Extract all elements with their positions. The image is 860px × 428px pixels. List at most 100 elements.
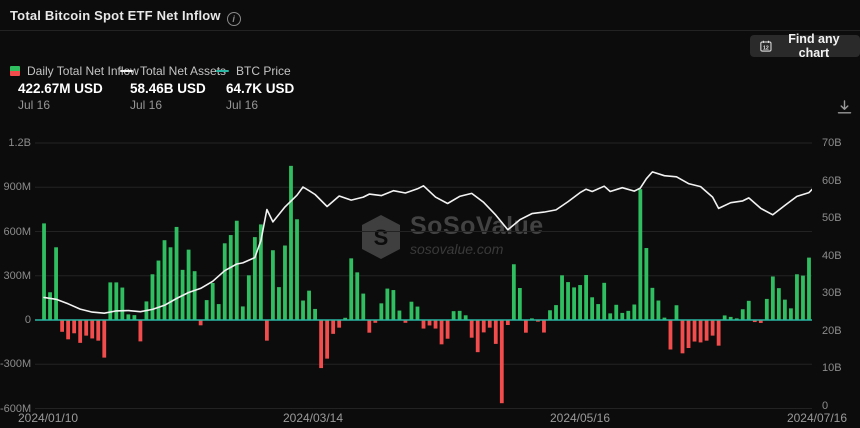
inflow-bar[interactable] bbox=[752, 320, 757, 323]
inflow-bar[interactable] bbox=[692, 320, 697, 342]
inflow-bar[interactable] bbox=[698, 320, 703, 343]
inflow-bar[interactable] bbox=[222, 243, 227, 320]
legend-item-daily-net-inflow[interactable]: Daily Total Net Inflow bbox=[10, 64, 139, 78]
inflow-bar[interactable] bbox=[379, 303, 384, 320]
inflow-bar[interactable] bbox=[90, 320, 95, 339]
inflow-bar[interactable] bbox=[66, 320, 71, 340]
inflow-bar[interactable] bbox=[252, 237, 257, 320]
inflow-bar[interactable] bbox=[228, 235, 233, 320]
inflow-bar[interactable] bbox=[427, 320, 432, 326]
inflow-bar[interactable] bbox=[493, 320, 498, 344]
inflow-bar[interactable] bbox=[433, 320, 438, 329]
inflow-bar[interactable] bbox=[680, 320, 685, 354]
inflow-bar[interactable] bbox=[487, 320, 492, 328]
inflow-bar[interactable] bbox=[451, 311, 456, 320]
inflow-bar[interactable] bbox=[331, 320, 336, 334]
inflow-bar[interactable] bbox=[403, 320, 408, 323]
inflow-bar[interactable] bbox=[523, 320, 528, 333]
inflow-bar[interactable] bbox=[770, 276, 775, 320]
inflow-bar[interactable] bbox=[801, 275, 805, 320]
inflow-bar[interactable] bbox=[572, 287, 576, 320]
inflow-bar[interactable] bbox=[319, 320, 324, 369]
inflow-bar[interactable] bbox=[355, 272, 360, 320]
inflow-bar[interactable] bbox=[349, 258, 354, 320]
inflow-bar[interactable] bbox=[234, 220, 239, 320]
inflow-bar[interactable] bbox=[734, 318, 739, 320]
inflow-bar[interactable] bbox=[198, 320, 203, 326]
inflow-bar[interactable] bbox=[776, 288, 781, 320]
inflow-bar[interactable] bbox=[656, 300, 661, 320]
inflow-bar[interactable] bbox=[102, 320, 107, 358]
inflow-bar[interactable] bbox=[722, 315, 727, 320]
inflow-bar[interactable] bbox=[620, 312, 625, 320]
inflow-bar[interactable] bbox=[307, 290, 311, 320]
inflow-bar[interactable] bbox=[120, 287, 125, 320]
inflow-bar[interactable] bbox=[554, 305, 558, 320]
inflow-bar[interactable] bbox=[108, 282, 113, 320]
inflow-bar[interactable] bbox=[614, 304, 619, 320]
inflow-bar[interactable] bbox=[475, 320, 480, 353]
inflow-bar[interactable] bbox=[210, 282, 215, 320]
inflow-bar[interactable] bbox=[96, 320, 101, 341]
inflow-bar[interactable] bbox=[216, 304, 221, 320]
inflow-bar[interactable] bbox=[517, 287, 522, 320]
inflow-bar[interactable] bbox=[246, 275, 251, 320]
inflow-bar[interactable] bbox=[728, 316, 733, 320]
inflow-bar[interactable] bbox=[590, 297, 595, 320]
inflow-bar[interactable] bbox=[499, 320, 504, 404]
inflow-bar[interactable] bbox=[560, 275, 564, 320]
inflow-bar[interactable] bbox=[536, 320, 540, 322]
inflow-bar[interactable] bbox=[156, 260, 161, 320]
inflow-bar[interactable] bbox=[391, 290, 396, 320]
inflow-bar[interactable] bbox=[686, 320, 691, 349]
inflow-bar[interactable] bbox=[78, 320, 83, 343]
inflow-bar[interactable] bbox=[367, 320, 372, 333]
inflow-bar[interactable] bbox=[463, 315, 468, 320]
inflow-bar[interactable] bbox=[337, 320, 342, 328]
legend-item-total-net-assets[interactable]: Total Net Assets bbox=[120, 64, 226, 78]
legend-item-btc-price[interactable]: BTC Price bbox=[216, 64, 291, 78]
inflow-bar[interactable] bbox=[60, 320, 65, 332]
inflow-bar[interactable] bbox=[746, 300, 751, 320]
inflow-bar[interactable] bbox=[186, 249, 191, 320]
inflow-bar[interactable] bbox=[361, 293, 366, 320]
inflow-bar[interactable] bbox=[301, 300, 305, 320]
inflow-bar[interactable] bbox=[114, 282, 119, 320]
inflow-bar[interactable] bbox=[807, 257, 811, 320]
inflow-bar[interactable] bbox=[469, 320, 474, 338]
inflow-bar[interactable] bbox=[138, 320, 143, 342]
inflow-bar[interactable] bbox=[343, 317, 348, 320]
inflow-bar[interactable] bbox=[162, 240, 167, 320]
inflow-bar[interactable] bbox=[782, 299, 787, 320]
inflow-bar[interactable] bbox=[258, 224, 263, 320]
inflow-bar[interactable] bbox=[54, 247, 58, 320]
info-icon[interactable]: i bbox=[226, 12, 241, 26]
inflow-bar[interactable] bbox=[289, 165, 293, 320]
inflow-bar[interactable] bbox=[638, 189, 643, 320]
inflow-bar[interactable] bbox=[445, 320, 450, 339]
inflow-bar[interactable] bbox=[505, 320, 510, 326]
inflow-bar[interactable] bbox=[457, 310, 462, 320]
inflow-bar[interactable] bbox=[168, 247, 173, 320]
inflow-bar[interactable] bbox=[608, 313, 613, 320]
inflow-bar[interactable] bbox=[530, 318, 534, 320]
inflow-bar[interactable] bbox=[566, 282, 570, 320]
chart-canvas[interactable] bbox=[35, 140, 812, 412]
inflow-bar[interactable] bbox=[174, 226, 179, 320]
inflow-bar[interactable] bbox=[240, 306, 245, 320]
inflow-bar[interactable] bbox=[42, 223, 46, 320]
total-net-assets-line[interactable] bbox=[43, 171, 812, 314]
inflow-bar[interactable] bbox=[439, 320, 444, 345]
inflow-bar[interactable] bbox=[668, 320, 673, 350]
inflow-bar[interactable] bbox=[511, 264, 516, 320]
inflow-bar[interactable] bbox=[415, 306, 420, 320]
inflow-bar[interactable] bbox=[132, 315, 137, 320]
inflow-bar[interactable] bbox=[397, 310, 402, 320]
inflow-bar[interactable] bbox=[277, 287, 281, 320]
inflow-bar[interactable] bbox=[295, 219, 299, 320]
find-any-chart-button[interactable]: 12 Find any chart bbox=[750, 32, 860, 60]
inflow-bar[interactable] bbox=[48, 292, 52, 320]
inflow-bar[interactable] bbox=[764, 298, 769, 320]
inflow-bar[interactable] bbox=[409, 301, 414, 320]
inflow-bar[interactable] bbox=[626, 310, 631, 320]
